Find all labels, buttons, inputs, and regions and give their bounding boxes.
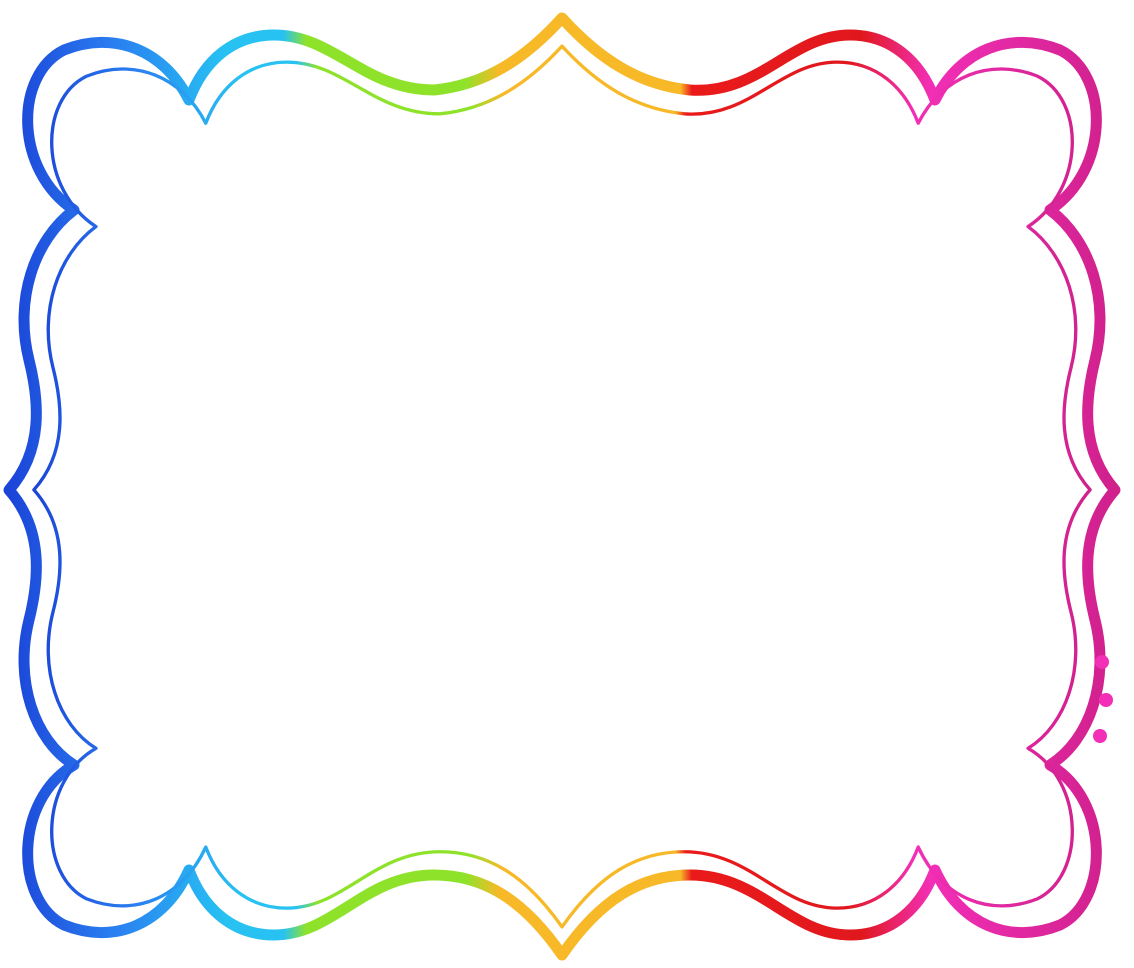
- dot: [1093, 729, 1107, 743]
- dots: [1093, 655, 1113, 743]
- outer-border: [9, 18, 1115, 955]
- dot: [1099, 693, 1113, 707]
- dot: [1095, 655, 1109, 669]
